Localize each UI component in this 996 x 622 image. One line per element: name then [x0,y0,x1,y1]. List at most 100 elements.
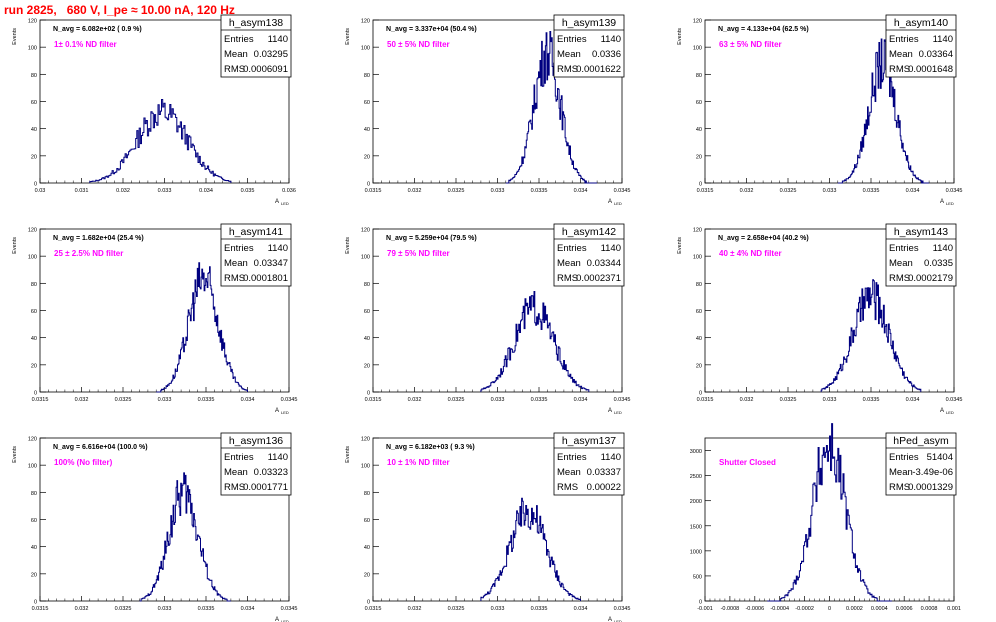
x-tick-label: 0.036 [282,188,296,194]
y-tick-label: 120 [361,437,370,443]
stats-value: 0.00022 [587,482,621,493]
x-axis-label-subscript: LED [614,201,622,206]
y-tick-label: 40 [31,336,37,342]
stats-label: Mean [557,49,581,60]
y-tick-label: 0 [699,391,702,397]
stats-value: 0.03344 [587,258,621,269]
y-tick-label: 100 [361,464,370,470]
stats-title: h_asym141 [229,226,283,238]
y-axis-label: Events [677,28,683,45]
x-tick-label: 0.0345 [614,188,631,194]
x-tick-label: 0.034 [906,397,920,403]
y-tick-label: 500 [693,574,702,580]
x-tick-label: 0.032 [75,397,89,403]
y-axis-label: Events [345,237,351,254]
stats-title: h_asym143 [894,226,948,238]
stats-label: Mean [224,49,248,60]
stats-value: 1140 [268,34,288,45]
x-tick-label: 0.033 [491,397,505,403]
y-tick-label: 0 [34,182,37,188]
x-tick-label: 0.0335 [863,397,880,403]
x-tick-label: 0.0335 [198,397,215,403]
stats-title: h_asym140 [894,17,948,29]
x-tick-label: 0.034 [906,188,920,194]
stats-value: 0.0335 [924,258,953,269]
x-tick-label: 0.03 [35,188,46,194]
x-tick-label: -0.0006 [745,606,764,612]
stats-label: Mean [557,467,581,478]
y-tick-label: 40 [696,127,702,133]
stats-label: RMS [889,64,910,75]
x-tick-label: 0.032 [408,188,422,194]
y-tick-label: 60 [31,518,37,524]
stats-value: 0.0002371 [576,273,621,284]
x-tick-label: 0.033 [158,188,172,194]
filter-annotation: 100% (No filter) [54,458,113,467]
stats-title: h_asym137 [562,435,616,447]
x-tick-label: 0.033 [158,397,172,403]
y-axis-label: Events [345,28,351,45]
x-axis-label-subscript: LED [614,619,622,622]
x-tick-label: 0.034 [241,606,255,612]
stats-value: 0.0002179 [908,273,953,284]
x-tick-label: 0.0325 [780,188,797,194]
stats-value: 1140 [601,34,621,45]
x-tick-label: 0.032 [408,397,422,403]
histogram-line [89,99,232,183]
histogram-line [767,423,892,602]
y-axis-label: Events [12,237,18,254]
filter-annotation: 40 ± 4% ND filter [719,249,782,258]
y-tick-label: 40 [364,127,370,133]
x-tick-label: 0.0345 [281,397,298,403]
y-tick-label: 80 [696,282,702,288]
y-tick-label: 60 [31,100,37,106]
x-tick-label: -0.0004 [770,606,789,612]
y-tick-label: 80 [31,491,37,497]
x-tick-label: 0.0006 [896,606,913,612]
y-tick-label: 2000 [690,499,702,505]
stats-label: Entries [224,243,254,254]
y-tick-label: 120 [28,19,37,25]
stats-value: -3.49e-06 [912,467,953,478]
x-tick-label: 0.0002 [846,606,863,612]
stats-label: RMS [224,64,245,75]
x-tick-label: 0.0315 [697,397,714,403]
stats-box [885,223,957,287]
stats-label: RMS [224,273,245,284]
x-tick-label: -0.001 [697,606,713,612]
y-axis-label: Events [677,237,683,254]
y-tick-label: 80 [364,73,370,79]
x-tick-label: 0.034 [574,397,588,403]
y-tick-label: 40 [364,336,370,342]
y-tick-label: 0 [699,182,702,188]
stats-box [220,223,292,287]
histogram-panel: 0 20 40 60 80 100 120 Events 0.0315 0.032 0.0325 0.… [345,14,631,206]
stats-box [220,14,292,78]
x-tick-label: 0.0335 [531,188,548,194]
stats-value: 1140 [933,34,953,45]
y-tick-label: 2500 [690,474,702,480]
stats-box [553,432,625,496]
navg-label: N_avg = 2.658e+04 (40.2 %) [718,235,809,242]
x-tick-label: 0.034 [241,397,255,403]
x-tick-label: 0.032 [740,188,754,194]
y-tick-label: 120 [28,228,37,234]
stats-box [553,223,625,287]
x-tick-label: 0.033 [823,397,837,403]
x-tick-label: 0.0335 [198,606,215,612]
x-tick-label: 0.0325 [448,606,465,612]
y-tick-label: 20 [31,363,37,369]
y-tick-label: 3000 [690,449,702,455]
y-tick-label: 60 [696,100,702,106]
x-tick-label: 0.032 [740,397,754,403]
x-axis-label: A [608,617,612,622]
histogram-panel: 0 20 40 60 80 100 120 Events 0.03 0.031 0.032 0.033… [12,14,296,206]
x-tick-label: 0.0008 [921,606,938,612]
stats-value: 0.0001622 [576,64,621,75]
x-tick-label: 0.0345 [946,188,963,194]
navg-label: N_avg = 6.182e+03 ( 9.3 %) [386,444,475,451]
x-tick-label: 0.034 [574,606,588,612]
stats-value: 1140 [268,452,288,463]
x-tick-label: 0.033 [158,606,172,612]
